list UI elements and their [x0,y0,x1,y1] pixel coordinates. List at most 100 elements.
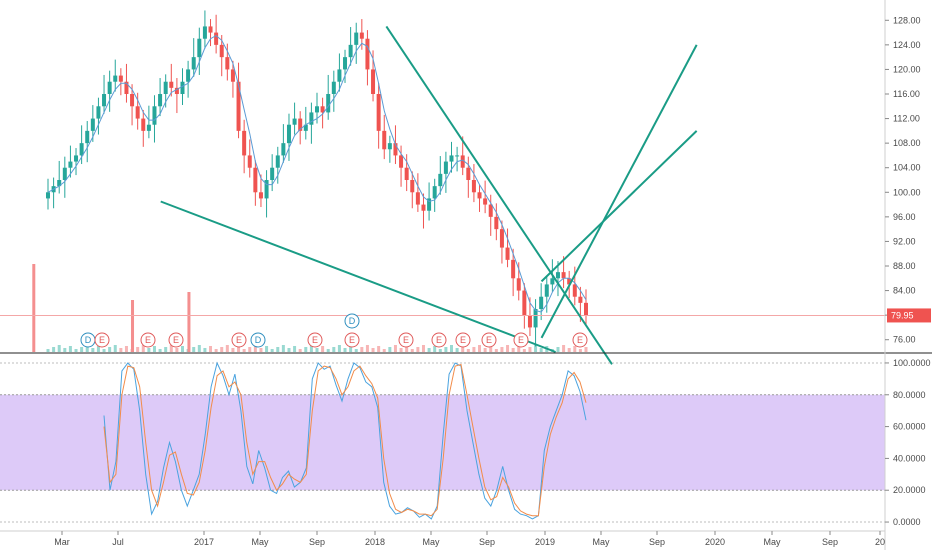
candle-body [320,106,325,113]
volume-bar [169,345,173,352]
candle-body [432,186,437,199]
candle-body [438,173,443,187]
volume-bar [309,345,313,352]
stochastic-d-line [103,363,587,517]
candle-body [561,272,566,279]
candle-body [376,94,381,131]
volume-bar [113,345,117,352]
candle-body [85,130,90,144]
event-marker-circle [307,332,323,348]
candle-body [96,106,101,119]
earnings-marker: E [344,332,360,348]
volume-bar [410,349,414,352]
volume-bar [494,349,498,352]
time-tick-label: Sep [309,537,325,547]
candle-body [275,155,280,168]
candle-body [163,81,168,94]
candle-body [158,94,163,107]
candle-body [236,81,241,131]
candle-body [415,192,420,205]
candle-body [270,167,275,180]
candle-body [124,81,129,94]
event-marker-label: E [99,335,105,345]
volume-bar [124,346,128,352]
candle-body [499,229,504,248]
event-marker-circle [513,332,529,348]
volume-bar [304,347,308,352]
dividend-marker: D [344,313,360,329]
volume-bar [203,348,207,352]
volume-bar [52,347,56,352]
candle-body [449,155,454,162]
candle-body [331,81,336,94]
candle-body [527,315,532,328]
volume-bar [152,346,156,352]
stochastic-tick-label: 40.0000 [893,453,926,463]
volume-bar [421,345,425,352]
candle-body [118,75,123,82]
price-tick-label: 76.00 [893,335,916,345]
event-marker-label: E [349,335,355,345]
event-marker-label: D [255,335,262,345]
volume-bar [225,345,229,352]
candle-body [584,302,588,316]
price-tick-label: 112.00 [893,114,920,124]
candle-body [281,143,286,156]
candle-body [107,81,112,94]
candle-body [578,296,583,303]
time-tick-label: 2020 [705,537,725,547]
earnings-marker: E [481,332,497,348]
volume-bar [567,348,571,352]
candle-body [544,284,549,297]
event-marker-label: E [173,335,179,345]
volume-bar [220,347,224,352]
candle-body [511,259,516,279]
event-marker-circle [344,313,360,329]
volume-bar [455,348,459,352]
volume-bar [393,345,397,352]
time-tick-label: May [763,537,781,547]
candle-body [387,143,392,150]
candle-body [399,155,404,168]
candle-body [102,94,107,107]
time-tick-label: Mar [54,537,70,547]
event-marker-label: E [518,335,524,345]
volume-bar [181,346,184,352]
candle-body [258,192,263,199]
candle-body [550,278,555,285]
candle-body [186,69,191,82]
price-tick-label: 84.00 [893,286,916,296]
volume-bar [231,348,235,352]
candle-body [337,69,342,82]
candle-body [298,118,303,131]
candle-body [371,69,376,94]
candle-body [79,143,84,156]
volume-bar [57,345,61,352]
candle-body [46,192,50,199]
event-marker-circle [168,332,184,348]
candle-body [567,278,572,285]
candle-body [242,130,247,156]
volume-bar [248,347,252,352]
candle-body [315,106,319,113]
trendline [540,130,698,283]
candle-body [421,204,426,211]
price-tick-label: 92.00 [893,236,916,246]
candle-body [62,167,67,180]
volume-bar [500,347,504,352]
earnings-marker: E [398,332,414,348]
candle-body [443,161,448,174]
volume-bar [68,346,72,352]
time-tick-label: 2018 [365,537,385,547]
time-tick-label: May [251,537,269,547]
volume-bar [337,345,341,352]
candle-body [488,204,493,217]
time-tick-label: Sep [649,537,665,547]
volume-bar [511,348,515,352]
volume-bar [438,349,442,352]
stochastic-pane[interactable] [0,361,885,523]
current-price-label-text: 79.95 [891,310,914,320]
event-marker-label: D [349,316,356,326]
earnings-marker: E [455,332,471,348]
